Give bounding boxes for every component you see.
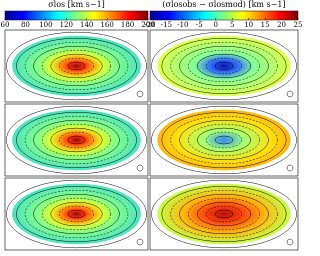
map-field [12,109,141,171]
colorbar-tick-label: 0 [214,21,218,29]
map-field [12,35,141,97]
contour [170,189,278,239]
beam-marker [286,90,294,98]
contour [16,186,137,242]
contour [205,205,243,223]
map-field [12,183,141,245]
colorbar-tick-label: 100 [39,21,52,29]
contour [59,57,94,75]
colorbar-tick-label: -10 [177,21,188,29]
colorbar-tick-label: 5 [230,21,234,29]
contour [170,41,278,91]
outer-contour [6,105,147,175]
contour [50,127,103,153]
contour [197,127,251,153]
contour [67,135,86,145]
outer-contour [6,179,147,249]
contour [214,61,234,71]
map-field [157,35,291,97]
colorbar-label: (σlosobs − σlosmod) [km s−1] [162,0,285,9]
colorbar [4,10,149,21]
colorbar-tick-label: 200 [141,21,154,29]
colorbar-tick-label: 80 [21,21,30,29]
colorbar [149,10,299,21]
contour [197,201,251,227]
colorbar-label: σlos [km s−1] [48,0,105,9]
colorbar-tick-label: 160 [100,21,113,29]
colorbar-tick-label: 140 [80,21,93,29]
contour [59,205,94,223]
contour [33,119,120,161]
contour [41,49,112,83]
contour [16,112,137,168]
beam-marker [286,238,294,246]
contour [33,45,120,87]
colorbar-tick-label: 25 [294,21,303,29]
contour [41,197,112,231]
colorbar-tick-label: 10 [244,21,253,29]
colorbar-tick-label: -5 [196,21,203,29]
map-field [157,109,291,171]
contour [188,197,260,231]
contour [214,135,234,145]
contour [179,45,269,87]
contour [24,41,129,91]
colorbar-tick-label: 120 [60,21,73,29]
colorbar-tick-label: -20 [144,21,155,29]
beam-marker [136,238,144,246]
contour [197,53,251,79]
contour [205,131,243,149]
contour [41,123,112,157]
map-field [157,183,291,245]
contour [24,189,129,239]
colorbar-tick-label: 180 [121,21,134,29]
colorbar-tick-label: 20 [277,21,286,29]
contour [33,193,120,235]
beam-marker [136,164,144,172]
contour [67,209,86,219]
outer-contour [151,179,297,249]
contour [59,131,94,149]
beam-marker [136,90,144,98]
contour [161,186,287,242]
contour [24,115,129,165]
outer-contour [151,31,297,101]
outer-contour [6,31,147,101]
contour [50,53,103,79]
colorbar-tick-label: -15 [161,21,172,29]
contour [67,61,86,71]
colorbar-tick-label: 60 [1,21,10,29]
contour [205,57,243,75]
outer-contour [151,105,297,175]
contour [170,115,278,165]
contour [188,123,260,157]
beam-marker [286,164,294,172]
contour [50,201,103,227]
contour [179,119,269,161]
contour [179,193,269,235]
figure: σlos [km s−1]60 80 100 120 140 160 180 200(σlos… [1,0,303,251]
contour [188,49,260,83]
contour [214,209,234,219]
contour [16,38,137,94]
contour [161,112,287,168]
colorbar-tick-label: 15 [261,21,270,29]
contour [161,38,287,94]
